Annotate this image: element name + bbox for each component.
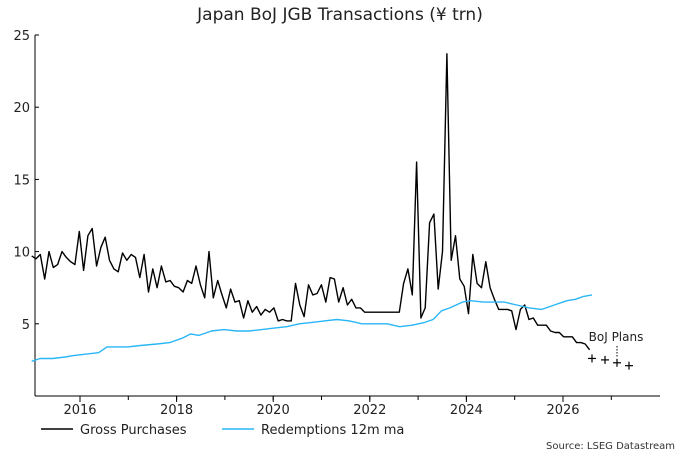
y-tick-label: 20 — [13, 101, 30, 116]
y-tick-label: 15 — [13, 173, 30, 188]
x-tick-label: 2024 — [450, 403, 483, 418]
series-line-redemptions — [31, 294, 593, 362]
source-note: Source: LSEG Datastream — [546, 441, 675, 452]
chart-title: Japan BoJ JGB Transactions (¥ trn) — [196, 5, 483, 25]
legend: Gross Purchases Redemptions 12m ma — [41, 423, 404, 438]
axes: 5 10 15 20 25 2016 2018 2020 2022 2024 2026 — [13, 29, 660, 418]
boj-plans-marker — [601, 355, 609, 364]
boj-plans-marker — [588, 354, 596, 363]
x-tick-label: 2018 — [160, 403, 193, 418]
y-tick-label: 5 — [22, 318, 30, 333]
series-layer — [31, 53, 593, 362]
x-tick-label: 2026 — [546, 403, 579, 418]
series-line-gross-purchases — [31, 53, 591, 351]
boj-plans-marker — [625, 361, 633, 370]
y-tick-label: 10 — [13, 246, 30, 261]
x-tick-label: 2016 — [63, 403, 96, 418]
legend-label-redemptions: Redemptions 12m ma — [261, 423, 404, 438]
x-tick-label: 2020 — [257, 403, 290, 418]
boj-plans-markers — [588, 346, 633, 370]
legend-label-gross-purchases: Gross Purchases — [80, 423, 187, 438]
boj-plans-marker — [613, 358, 621, 367]
x-tick-label: 2022 — [353, 403, 386, 418]
y-tick-label: 25 — [13, 29, 30, 44]
boj-plans-annotation: BoJ Plans — [589, 330, 644, 344]
